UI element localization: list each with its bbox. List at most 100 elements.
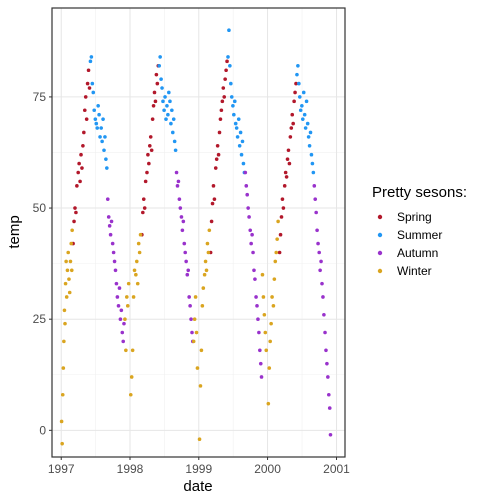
data-point — [270, 295, 274, 299]
data-point — [160, 86, 164, 90]
data-point — [300, 104, 304, 108]
data-point — [252, 268, 256, 273]
data-point — [92, 108, 97, 113]
data-point — [294, 81, 298, 86]
data-point — [328, 432, 333, 437]
data-point — [282, 184, 287, 188]
data-point — [200, 304, 205, 308]
data-point — [321, 295, 325, 299]
data-point — [184, 259, 188, 264]
data-point — [255, 304, 259, 308]
data-point — [248, 228, 253, 233]
data-point — [177, 197, 182, 201]
legend-label-autumn: Autumn — [397, 246, 438, 260]
data-point — [214, 157, 219, 161]
data-point — [147, 144, 152, 148]
data-point — [250, 232, 254, 237]
series-winter — [59, 219, 280, 446]
data-point — [187, 295, 191, 299]
data-point — [202, 272, 207, 277]
data-point — [129, 375, 134, 379]
data-point — [72, 219, 76, 224]
data-point — [262, 312, 267, 317]
data-point — [60, 392, 65, 397]
data-point — [62, 339, 66, 344]
data-point — [178, 206, 183, 210]
data-point — [145, 170, 149, 175]
data-point — [237, 144, 242, 148]
data-point — [63, 281, 68, 286]
data-point — [287, 161, 292, 166]
data-point — [73, 206, 77, 210]
data-point — [199, 348, 204, 353]
data-point — [101, 117, 105, 121]
data-point — [210, 201, 215, 206]
data-point — [69, 241, 74, 246]
data-point — [135, 281, 140, 286]
data-point — [235, 135, 240, 139]
data-point — [225, 59, 229, 64]
series-spring — [71, 59, 298, 255]
data-point — [168, 99, 172, 104]
data-point — [125, 304, 130, 308]
data-point — [307, 144, 312, 148]
data-point — [64, 295, 69, 299]
data-point — [142, 206, 147, 210]
data-point — [120, 330, 125, 335]
data-point — [105, 166, 109, 170]
data-point — [281, 206, 286, 210]
data-point — [91, 90, 96, 95]
data-point — [314, 210, 318, 215]
data-points — [59, 28, 333, 446]
y-axis: 0 25 50 75 — [33, 90, 52, 437]
data-point — [88, 59, 93, 64]
data-point — [99, 126, 103, 130]
data-point — [164, 117, 168, 121]
data-point — [123, 317, 127, 321]
data-point — [238, 130, 243, 135]
data-point — [191, 339, 196, 344]
data-point — [318, 268, 322, 273]
data-point — [63, 321, 67, 326]
data-point — [108, 232, 113, 237]
data-point — [312, 184, 317, 188]
data-point — [300, 117, 305, 121]
data-point — [141, 210, 145, 215]
legend-key-winter — [377, 268, 383, 274]
data-point — [148, 135, 153, 139]
data-point — [215, 144, 220, 148]
data-point — [253, 277, 257, 281]
data-point — [67, 277, 71, 281]
data-point — [104, 157, 108, 161]
data-point — [152, 90, 157, 95]
data-point — [68, 259, 73, 264]
data-point — [233, 121, 238, 126]
data-point — [69, 268, 74, 273]
data-point — [76, 170, 80, 175]
data-point — [173, 148, 178, 153]
data-point — [269, 321, 273, 326]
data-point — [170, 130, 175, 135]
data-point — [105, 197, 110, 201]
data-point — [232, 112, 236, 117]
data-point — [273, 259, 278, 264]
data-point — [263, 330, 268, 335]
data-point — [309, 152, 314, 157]
legend-label-spring: Spring — [397, 210, 432, 224]
data-point — [124, 348, 128, 353]
data-point — [169, 121, 173, 126]
data-point — [292, 99, 296, 104]
data-point — [193, 295, 198, 299]
data-point — [189, 317, 193, 321]
y-tick-label: 0 — [39, 423, 46, 437]
data-point — [115, 295, 120, 299]
data-point — [244, 184, 249, 188]
y-tick-label: 25 — [33, 312, 47, 326]
data-point — [258, 361, 263, 366]
data-point — [310, 161, 315, 166]
data-point — [113, 268, 118, 273]
data-point — [284, 175, 289, 179]
data-point — [229, 81, 233, 86]
data-point — [251, 250, 255, 255]
